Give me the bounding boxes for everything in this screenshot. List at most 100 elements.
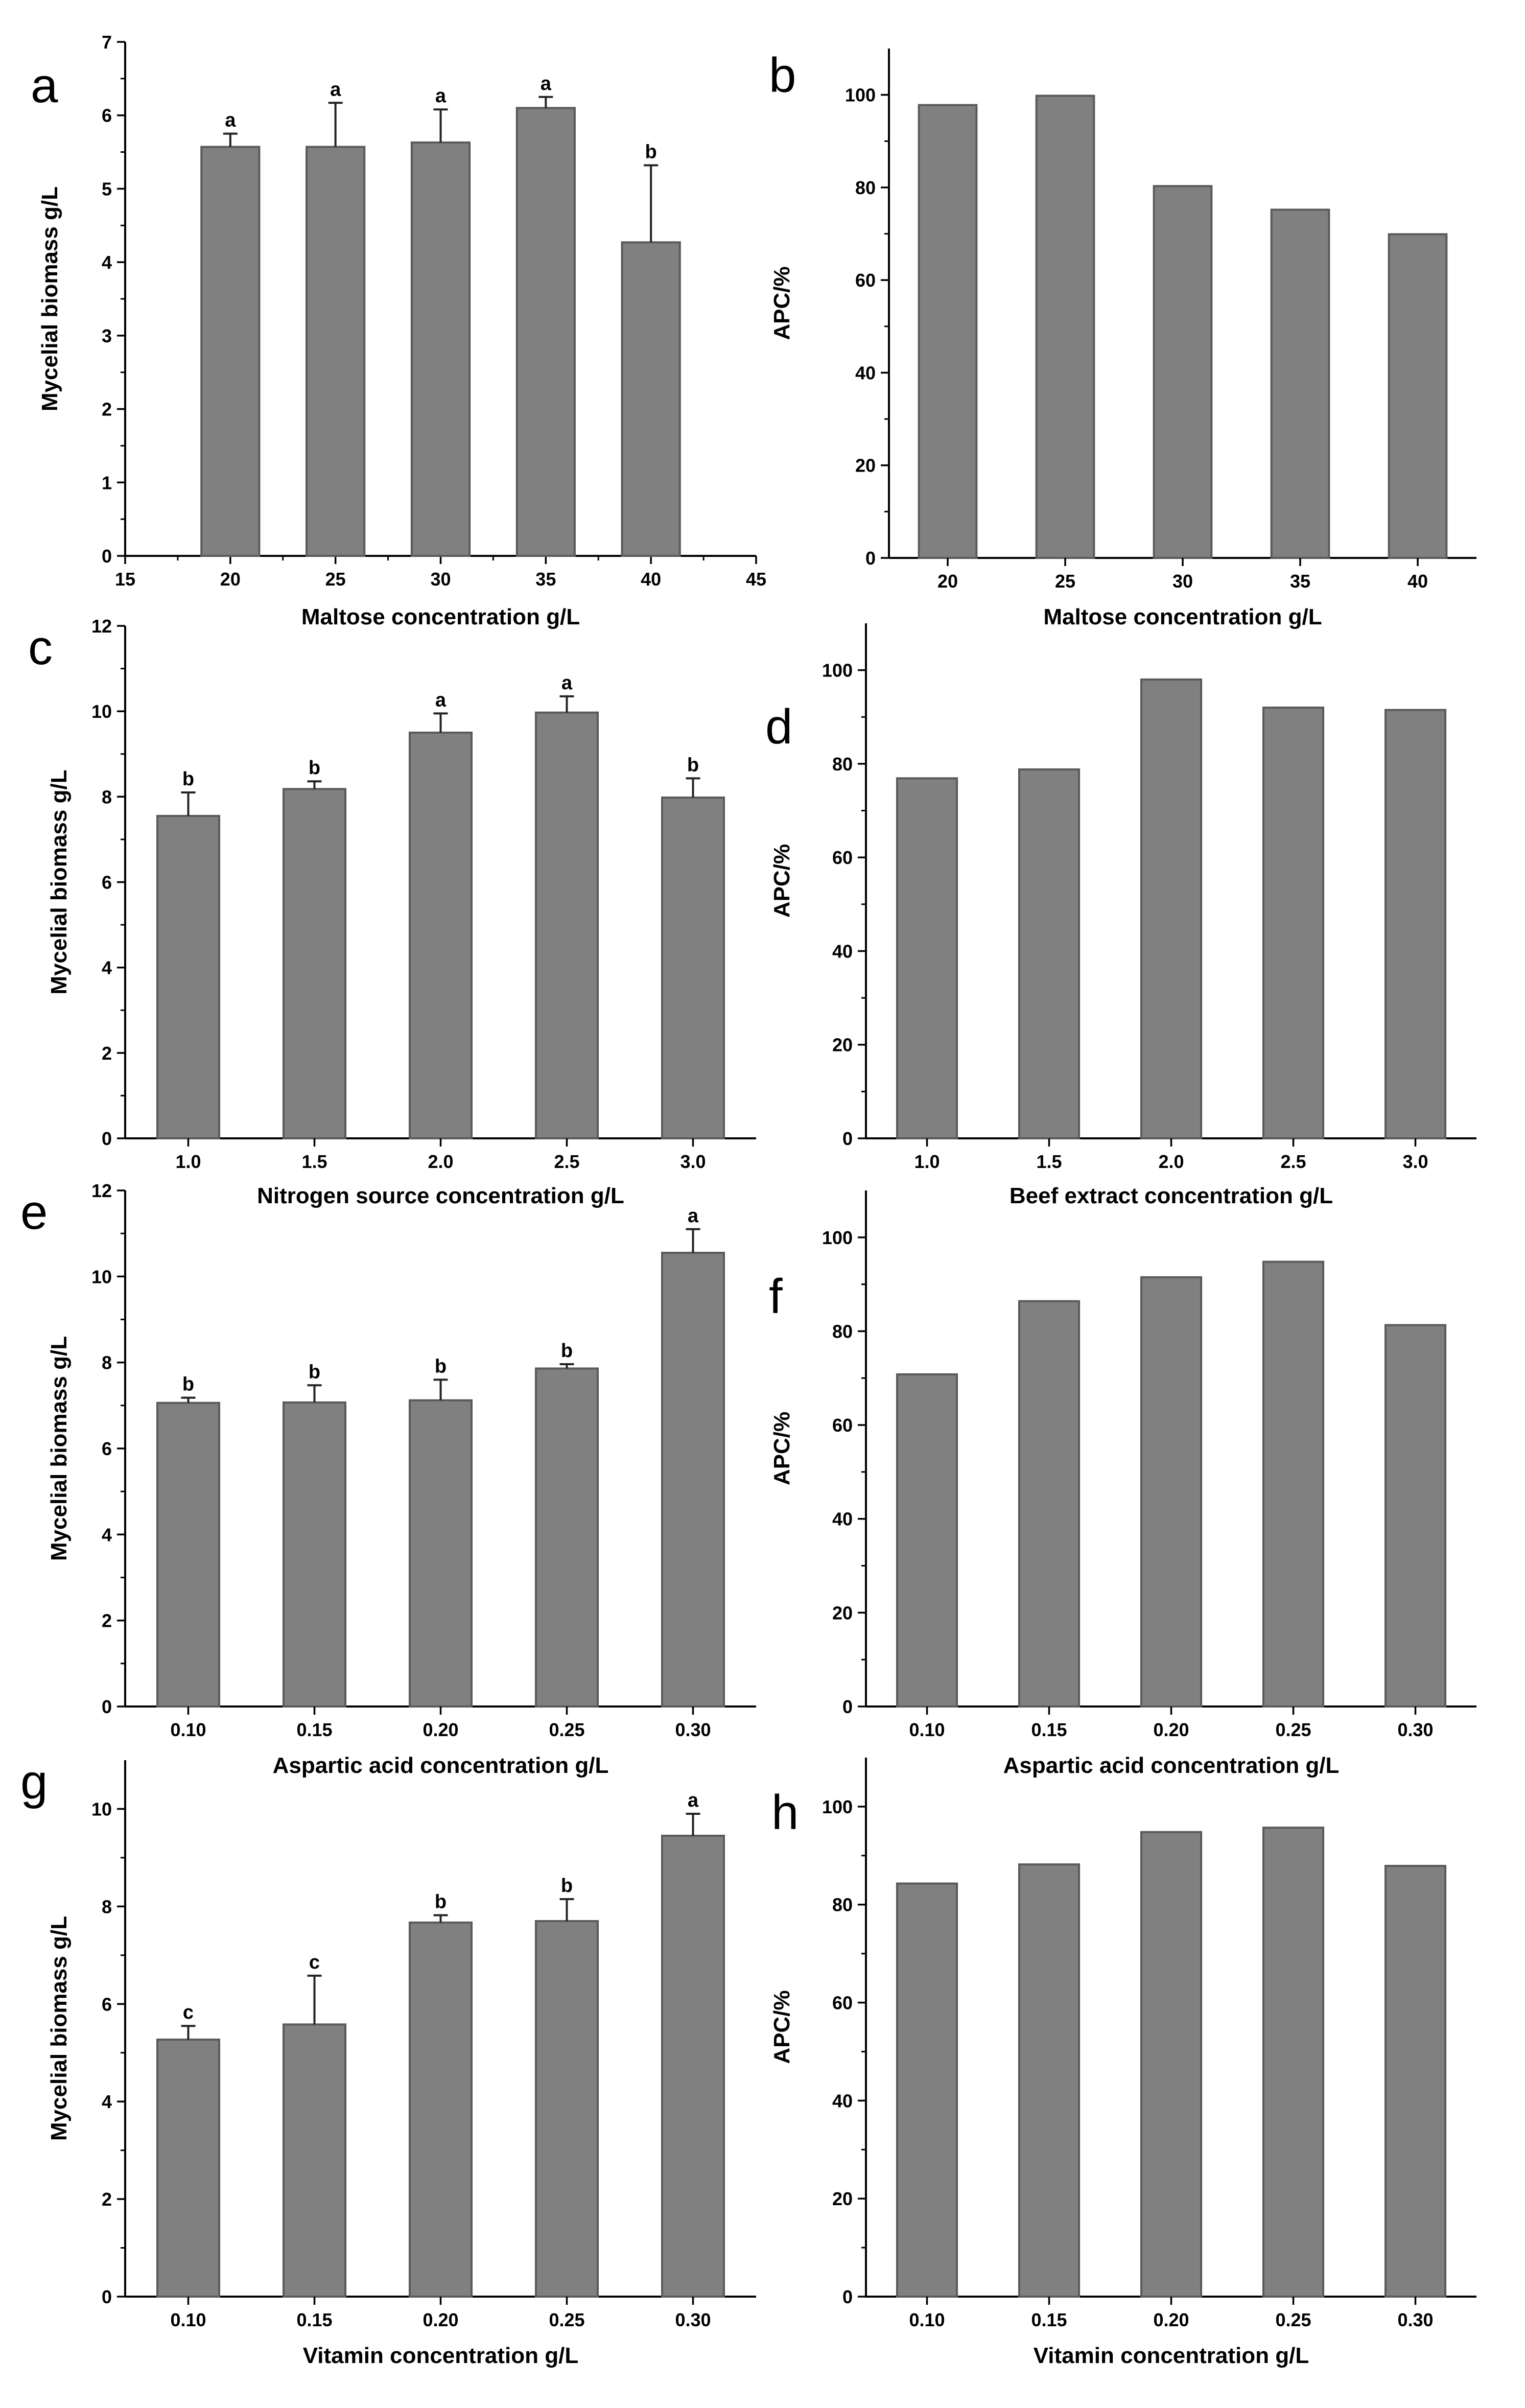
y-tick-label: 20 (855, 455, 876, 476)
chart-panel-b: b 0 20 40 60 80 100 20 25 30 35 40 Maltose concentra… (769, 48, 1476, 629)
x-tick-label: 0.15 (296, 2309, 332, 2330)
significance-letter: a (541, 73, 552, 95)
x-tick-label: 1.5 (1036, 1151, 1062, 1172)
y-tick-label: 0 (102, 1128, 112, 1149)
y-tick-label: 8 (102, 1352, 112, 1373)
x-axis-title: Beef extract concentration g/L (1010, 1183, 1333, 1208)
y-tick-label: 4 (102, 957, 112, 978)
x-tick-label: 3.0 (1402, 1151, 1428, 1172)
y-tick-label: 10 (91, 1798, 112, 1819)
bar (534, 711, 599, 1139)
bar (156, 2038, 221, 2298)
y-tick-label: 2 (102, 2189, 112, 2210)
significance-letter: a (225, 110, 236, 131)
y-tick-label: 7 (102, 32, 112, 53)
bar (408, 1921, 473, 2298)
y-tick-label: 100 (845, 85, 876, 106)
bar (1262, 1260, 1325, 1708)
y-tick-label: 2 (102, 1043, 112, 1064)
x-tick-label: 2.5 (554, 1151, 579, 1172)
y-tick-label: 100 (822, 1227, 853, 1248)
x-tick-label: 0.10 (909, 2309, 945, 2330)
y-tick-label: 12 (91, 616, 112, 637)
bar (1262, 1827, 1325, 2298)
y-tick-label: 10 (91, 701, 112, 722)
x-tick-label: 20 (220, 569, 241, 590)
y-axis-title: APC/% (769, 266, 794, 340)
significance-letter: a (688, 1205, 699, 1227)
x-tick-label: 25 (1055, 571, 1075, 592)
significance-letter: c (183, 2002, 194, 2023)
x-tick-label: 1.0 (175, 1151, 201, 1172)
y-tick-label: 20 (832, 1035, 853, 1056)
y-tick-label: 0 (102, 1696, 112, 1717)
x-tick-label: 20 (937, 571, 958, 592)
significance-letter: b (687, 754, 699, 776)
y-axis-title: Mycelial biomass g/L (37, 186, 62, 411)
y-tick-label: 1 (102, 472, 112, 493)
x-tick-label: 40 (641, 569, 661, 590)
significance-letter: b (182, 768, 194, 790)
x-tick-label: 0.25 (1275, 1719, 1311, 1740)
x-tick-label: 0.20 (423, 1719, 458, 1740)
bar (200, 146, 261, 557)
y-tick-label: 6 (102, 105, 112, 126)
significance-letter: a (561, 672, 573, 694)
panel-label: d (765, 699, 792, 754)
significance-letter: b (435, 1355, 447, 1377)
bar (1384, 709, 1447, 1139)
significance-letter: c (309, 1952, 320, 1973)
x-tick-label: 25 (325, 569, 346, 590)
y-tick-label: 0 (842, 1696, 853, 1717)
panel-label: a (31, 58, 58, 113)
bar (896, 1882, 958, 2298)
y-axis-title: Mycelial biomass g/L (46, 1916, 72, 2141)
y-tick-label: 2 (102, 1610, 112, 1631)
panel-label: g (20, 1755, 48, 1809)
bar (661, 1252, 725, 1708)
y-tick-label: 100 (822, 660, 853, 681)
bar (896, 1373, 958, 1708)
y-tick-label: 80 (832, 1895, 853, 1915)
x-tick-label: 0.15 (296, 1719, 332, 1740)
y-tick-label: 0 (102, 2286, 112, 2307)
bar (282, 2023, 347, 2298)
y-tick-label: 80 (832, 1321, 853, 1342)
x-tick-label: 35 (1290, 571, 1310, 592)
y-tick-label: 40 (855, 362, 876, 383)
y-tick-label: 8 (102, 1896, 112, 1917)
bar (282, 788, 347, 1139)
x-tick-label: 0.25 (549, 1719, 584, 1740)
x-tick-label: 45 (746, 569, 766, 590)
y-tick-label: 100 (822, 1796, 853, 1817)
y-tick-label: 5 (102, 178, 112, 199)
panel-label: c (28, 620, 53, 675)
panel-label: e (20, 1185, 48, 1240)
bar (534, 1367, 599, 1708)
bar (1270, 208, 1330, 559)
y-tick-label: 40 (832, 2090, 853, 2111)
x-tick-label: 0.30 (1397, 1719, 1433, 1740)
y-tick-label: 0 (865, 548, 876, 569)
chart-panel-d: d 0 20 40 60 80 100 1.0 1.5 2.0 2.5 3.0 Beef extract… (765, 623, 1476, 1208)
bar (515, 107, 576, 557)
y-tick-label: 4 (102, 1524, 112, 1545)
bar (306, 146, 366, 557)
x-tick-label: 0.30 (675, 2309, 711, 2330)
y-axis-title: Mycelial biomass g/L (46, 769, 72, 994)
bar (1018, 1300, 1081, 1708)
x-tick-label: 0.15 (1031, 1719, 1067, 1740)
x-tick-label: 2.0 (428, 1151, 453, 1172)
x-tick-label: 1.5 (301, 1151, 327, 1172)
significance-letter: b (309, 757, 320, 779)
bar (1018, 768, 1081, 1139)
bar (410, 141, 471, 557)
x-axis-title: Vitamin concentration g/L (1034, 2343, 1309, 2368)
bar (156, 1401, 221, 1708)
significance-letter: b (561, 1875, 573, 1897)
panel-label: h (771, 1785, 799, 1840)
y-tick-label: 60 (832, 1993, 853, 2014)
y-tick-label: 2 (102, 399, 112, 420)
y-tick-label: 60 (832, 847, 853, 868)
